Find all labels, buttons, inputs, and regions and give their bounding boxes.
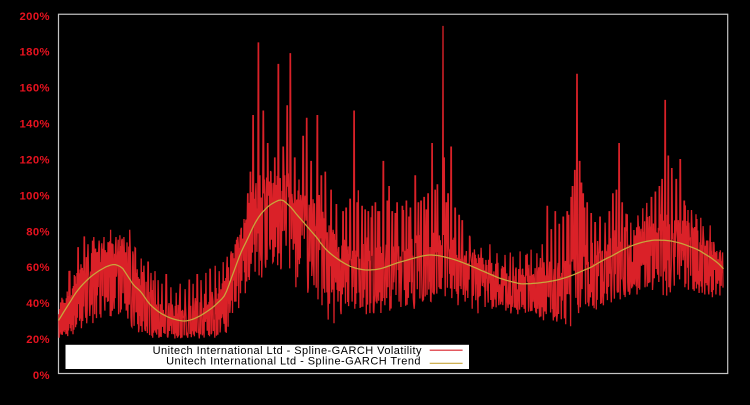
svg-text:0%: 0%: [33, 370, 50, 382]
svg-text:100%: 100%: [20, 190, 51, 202]
svg-text:120%: 120%: [20, 155, 51, 167]
svg-text:80%: 80%: [26, 226, 50, 238]
svg-text:40%: 40%: [26, 298, 50, 310]
svg-text:Unitech International Ltd - Sp: Unitech International Ltd - Spline-GARCH…: [166, 355, 421, 367]
svg-text:160%: 160%: [20, 83, 51, 95]
svg-text:Unitech International Ltd - Sp: Unitech International Ltd - Spline-GARCH…: [153, 345, 422, 357]
svg-text:180%: 180%: [20, 47, 51, 59]
svg-text:200%: 200%: [20, 11, 51, 23]
svg-text:20%: 20%: [26, 334, 50, 346]
svg-text:140%: 140%: [20, 119, 51, 131]
svg-text:60%: 60%: [26, 262, 50, 274]
